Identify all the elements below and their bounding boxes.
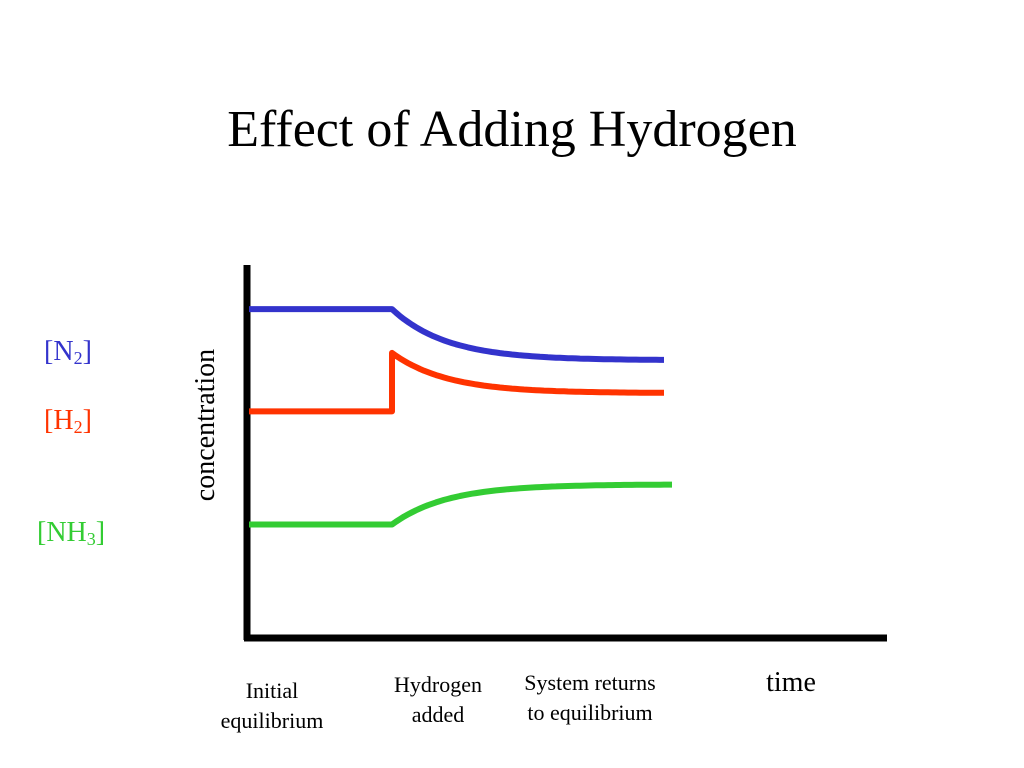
- phase-label-initial-line2: equilibrium: [220, 708, 324, 733]
- series-lines: [249, 306, 672, 528]
- x-axis-label: time: [766, 667, 816, 698]
- y-axis-label: concentration: [190, 348, 221, 502]
- legend-h2-species: H: [53, 405, 74, 436]
- phase-label-initial: Initial equilibrium: [221, 676, 324, 736]
- legend-nh3-subscript: 3: [86, 529, 96, 549]
- phase-label-returns-line1: System returns: [524, 670, 656, 695]
- series-line-nh3: [249, 481, 672, 528]
- legend-n2-species: N: [53, 336, 74, 367]
- phase-label-hydrogen-added: Hydrogen added: [394, 670, 482, 730]
- phase-label-returns-line2: to equilibrium: [527, 700, 653, 725]
- legend-nh3-species: NH: [46, 517, 87, 548]
- phase-label-initial-line1: Initial: [245, 678, 299, 703]
- series-line-n2: [249, 306, 664, 363]
- slide-title: Effect of Adding Hydrogen: [227, 101, 797, 158]
- legend-nh3: [NH3]: [37, 517, 106, 549]
- phase-label-hydrogen-added-line1: Hydrogen: [394, 672, 482, 697]
- legend-h2-subscript: 2: [73, 417, 83, 437]
- legend-n2-subscript: 2: [73, 348, 83, 368]
- series-line-h2: [249, 349, 664, 415]
- legend-n2: [N2]: [44, 336, 92, 368]
- legend-h2: [H2]: [44, 405, 92, 437]
- phase-label-hydrogen-added-line2: added: [411, 702, 465, 727]
- phase-label-returns: System returns to equilibrium: [524, 668, 655, 728]
